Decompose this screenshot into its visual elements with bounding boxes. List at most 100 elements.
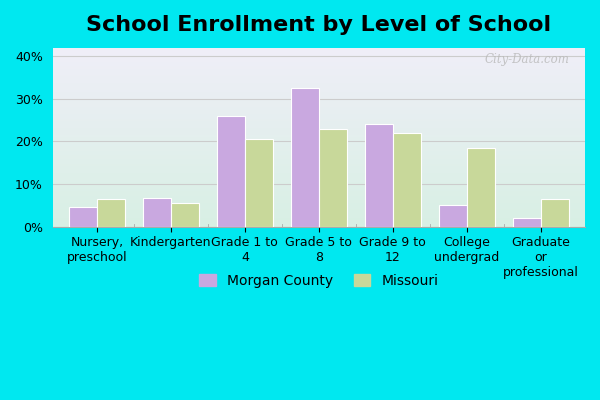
Bar [53,96,585,98]
Bar [53,200,585,202]
Bar [53,137,585,139]
Bar [53,209,585,210]
Bar [53,130,585,132]
Bar [53,116,585,118]
Bar [53,121,585,123]
Bar [393,133,421,226]
Bar [53,64,585,66]
Bar [53,125,585,126]
Bar [53,169,585,171]
Bar [53,66,585,67]
Bar [53,73,585,74]
Bar [53,105,585,107]
Bar [53,91,585,92]
Bar [53,157,585,158]
Bar [53,225,585,226]
Bar [53,135,585,137]
Bar [53,55,585,57]
Bar [53,78,585,80]
Bar [53,119,585,121]
Bar [53,214,585,216]
Bar [53,220,585,221]
Bar [290,88,319,226]
Bar [53,51,585,53]
Bar [512,218,541,226]
Bar [53,132,585,134]
Bar [53,221,585,223]
Bar [53,53,585,55]
Bar [53,100,585,101]
Bar [53,57,585,58]
Bar [53,146,585,148]
Bar [53,76,585,78]
Bar [53,108,585,110]
Bar [53,148,585,150]
Bar [53,207,585,209]
Bar [53,112,585,114]
Bar [53,187,585,189]
Bar [53,175,585,176]
Bar [53,48,585,50]
Bar [53,58,585,60]
Bar [53,205,585,207]
Bar [53,89,585,91]
Bar [53,168,585,169]
Bar [53,192,585,194]
Bar [53,107,585,108]
Bar [97,199,125,226]
Bar [365,124,393,226]
Bar [53,176,585,178]
Bar [53,166,585,168]
Bar [53,110,585,112]
Bar [53,134,585,135]
Bar [53,191,585,192]
Bar [53,212,585,214]
Bar [53,152,585,153]
Bar [53,202,585,203]
Bar [53,101,585,103]
Bar [53,173,585,175]
Bar [53,155,585,157]
Bar [53,184,585,186]
Bar [53,142,585,144]
Bar [53,158,585,160]
Bar [53,160,585,162]
Bar [69,208,97,226]
Bar [53,67,585,69]
Bar [53,98,585,100]
Bar [171,203,199,226]
Bar [53,126,585,128]
Text: City-Data.com: City-Data.com [484,53,569,66]
Bar [53,153,585,155]
Bar [53,182,585,184]
Bar [439,205,467,226]
Bar [53,210,585,212]
Bar [53,216,585,218]
Bar [53,80,585,82]
Bar [53,196,585,198]
Bar [53,180,585,182]
Bar [53,60,585,62]
Bar [53,118,585,119]
Bar [53,164,585,166]
Bar [53,218,585,220]
Bar [53,139,585,141]
Bar [53,186,585,187]
Bar [53,103,585,105]
Bar [217,116,245,226]
Bar [53,162,585,164]
Bar [53,171,585,173]
Bar [53,189,585,191]
Bar [53,141,585,142]
Bar [53,150,585,152]
Bar [541,199,569,226]
Bar [319,129,347,226]
Bar [53,198,585,200]
Bar [53,84,585,85]
Bar [245,139,273,226]
Bar [53,223,585,225]
Bar [53,62,585,64]
Bar [53,144,585,146]
Bar [53,74,585,76]
Bar [53,128,585,130]
